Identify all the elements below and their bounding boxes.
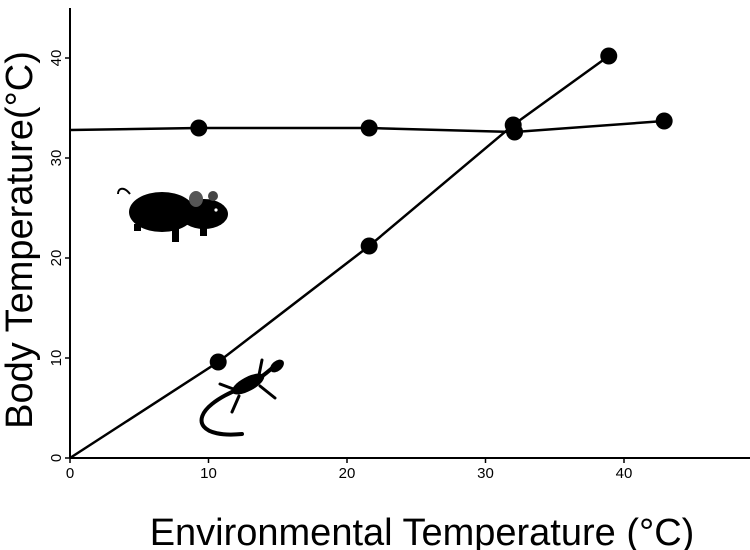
data-point-series-1: [190, 119, 208, 137]
x-axis-title: Environmental Temperature (°C): [150, 512, 695, 550]
x-tick-label: 30: [477, 465, 494, 482]
data-point-series-2: [504, 116, 522, 134]
y-tick-label: 0: [48, 454, 65, 462]
data-point-series-2: [209, 353, 227, 371]
data-point-series-1: [655, 112, 673, 130]
y-tick-label: 30: [48, 150, 65, 167]
mouse-icon: [117, 187, 228, 242]
y-tick-label: 20: [48, 250, 65, 267]
data-point-series-1: [360, 119, 378, 137]
x-tick-label: 0: [66, 465, 74, 482]
x-tick-label: 20: [339, 465, 356, 482]
lizard-icon: [199, 358, 284, 437]
y-tick-label: 10: [48, 350, 65, 367]
data-point-series-2: [360, 237, 378, 255]
x-tick-label: 40: [616, 465, 633, 482]
x-tick-label: 10: [200, 465, 217, 482]
y-tick-label: 40: [48, 50, 65, 67]
series-line-2: [69, 54, 610, 460]
data-point-series-2: [600, 47, 618, 65]
y-axis-title: Body Temperature(°C): [0, 51, 41, 429]
